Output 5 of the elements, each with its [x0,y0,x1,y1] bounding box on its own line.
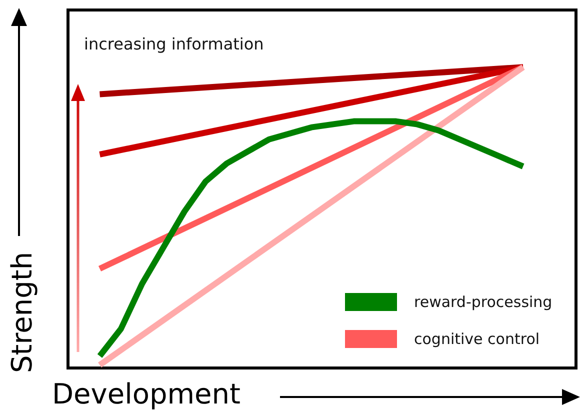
text: increasing information [84,34,264,54]
x-axis-title: Development [52,378,241,410]
legend-label: reward-processing [414,293,552,311]
y-axis-title: Strength [6,252,38,373]
legend-label: cognitive control [414,330,540,348]
